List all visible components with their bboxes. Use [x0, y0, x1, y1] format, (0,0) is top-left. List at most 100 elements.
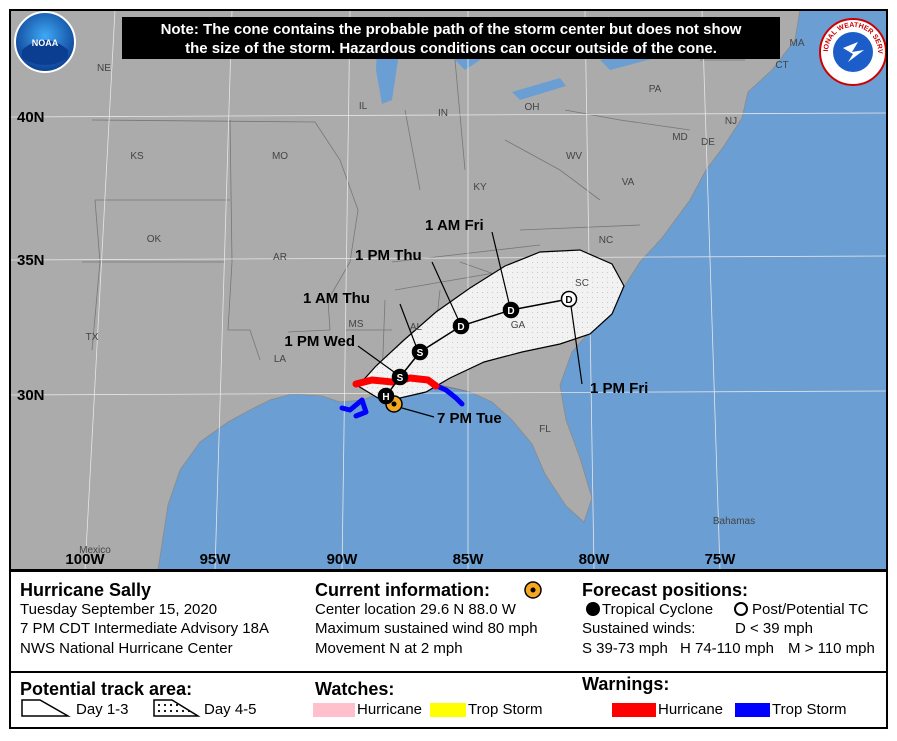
label-leader [357, 345, 395, 373]
latitude-line [9, 255, 888, 261]
latitude-label: 30N [17, 387, 45, 404]
noaa-logo: NOAA [14, 11, 76, 73]
forecast-symbol: D [565, 295, 572, 306]
region-label: MD [672, 132, 688, 143]
longitude-label: 100W [65, 551, 105, 568]
storm-name: Hurricane Sally [20, 580, 151, 600]
noaa-text: NOAA [32, 38, 59, 48]
region-label: MS [349, 319, 364, 330]
watches-title: Watches: [315, 679, 394, 699]
warning-items: Hurricane Trop Storm [612, 701, 846, 718]
winds-title: Sustained winds: [582, 620, 695, 637]
forecast-point [411, 343, 429, 361]
region-label: IL [359, 101, 368, 112]
label-leader [431, 261, 459, 320]
region-label: NJ [725, 116, 737, 127]
forecast-point [452, 317, 470, 335]
region-labels: NE IL IN OH PA KS MO KY WV VA NC SC GA AL MS LA AR OK TX FL… [79, 38, 805, 556]
longitude-line [701, 9, 721, 571]
wind-class: D < 39 mph [735, 620, 813, 637]
current-position-dot [391, 401, 397, 407]
longitude-label: 95W [200, 551, 232, 568]
region-label: MO [272, 151, 288, 162]
day45-icon [153, 699, 201, 717]
swatch [313, 703, 355, 717]
forecast-time: 1 PM Thu [355, 247, 422, 264]
forecast-time: 1 PM Fri [590, 380, 648, 397]
region-label: OK [147, 234, 162, 245]
longitude-line [341, 9, 351, 571]
region-label: TX [86, 332, 99, 343]
label-leader [399, 303, 417, 347]
forecast-symbol: Post/Potential TC [752, 601, 869, 618]
track-area-title: Potential track area: [20, 679, 192, 699]
forecast-cone [357, 249, 625, 399]
region-label: AR [273, 252, 287, 263]
legend: Hurricane Sally Tuesday September 15, 20… [9, 570, 888, 729]
region-label: VA [622, 177, 635, 188]
swatch [612, 703, 656, 717]
forecast-time: 7 PM Tue [437, 410, 502, 427]
region-label: WV [566, 151, 582, 162]
swatch [430, 703, 466, 717]
swatch-label: Trop Storm [772, 701, 846, 718]
current-line: Maximum sustained wind 80 mph [315, 620, 538, 637]
forecast-time: 1 AM Thu [303, 290, 370, 307]
longitude-line [214, 9, 233, 571]
region-label: PA [649, 84, 662, 95]
watch-items: Hurricane Trop Storm [313, 701, 542, 718]
forecast-symbol: S [397, 373, 404, 384]
note-line: the size of the storm. Hazardous conditi… [185, 40, 717, 57]
region-label: LA [274, 354, 287, 365]
warnings-title: Warnings: [582, 674, 669, 694]
warnings-on-map [339, 374, 465, 419]
forecast-time: 1 PM Wed [284, 333, 355, 350]
region-label: GA [511, 320, 526, 331]
wind-class: S 39-73 mph [582, 640, 668, 657]
forecast-symbol: H [382, 392, 389, 403]
region-label: SC [575, 278, 589, 289]
day13-icon [21, 699, 71, 717]
forecast-point [560, 290, 578, 308]
forecast-symbol: Tropical Cyclone [602, 601, 713, 618]
longitude-label: 90W [327, 551, 359, 568]
region-label: CT [775, 60, 788, 71]
region-label: DE [701, 137, 715, 148]
current-line: Movement N at 2 mph [315, 640, 463, 657]
land [9, 9, 801, 571]
current-icon-dot [530, 587, 536, 593]
longitude-label: 80W [579, 551, 611, 568]
region-label: Bahamas [713, 516, 755, 527]
region-label: FL [539, 424, 551, 435]
longitude-label: 75W [705, 551, 737, 568]
label-leader [491, 231, 510, 304]
forecast-time: 1 AM Fri [425, 217, 484, 234]
note-box [122, 17, 780, 59]
forecast-point [391, 368, 409, 386]
forecast-point [377, 387, 395, 405]
longitude-label: 85W [453, 551, 485, 568]
post-tc-symbol [734, 602, 748, 616]
label-leader [401, 407, 435, 418]
note-line: Note: The cone contains the probable pat… [161, 21, 742, 38]
track-area-item: Day 1-3 [76, 701, 129, 718]
latitude-label: 35N [17, 252, 45, 269]
storm-date: Tuesday September 15, 2020 [20, 601, 217, 618]
lake [512, 78, 566, 100]
forecast-symbol: D [457, 322, 464, 333]
region-label: MA [790, 38, 805, 49]
lat-lon-grid [9, 9, 888, 571]
region-label: OH [525, 102, 540, 113]
wind-class: H 74-110 mph [680, 640, 774, 657]
track-area-item: Day 4-5 [204, 701, 257, 718]
forecast-point [502, 301, 520, 319]
label-leader [570, 305, 583, 385]
region-label: KS [130, 151, 144, 162]
current-line: Center location 29.6 N 88.0 W [315, 601, 517, 618]
region-label: AL [410, 322, 423, 333]
forecast-symbol: D [507, 306, 514, 317]
region-label: NC [599, 235, 613, 246]
region-label: KY [473, 182, 487, 193]
